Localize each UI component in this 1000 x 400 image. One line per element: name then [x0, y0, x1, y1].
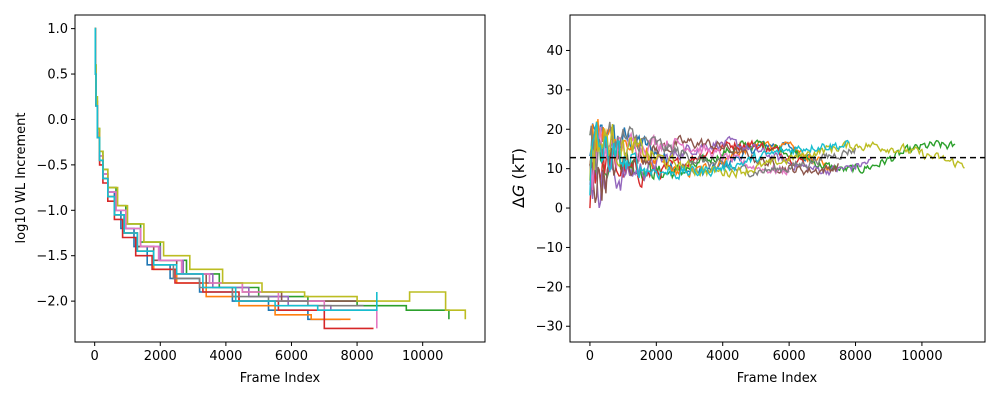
right-y-axis-label-prefix: Δ	[509, 197, 528, 208]
left-y-axis-label: log10 WL Increment	[14, 113, 29, 244]
left-y-tick-label: 0.0	[47, 113, 68, 128]
right-axes-frame	[569, 14, 986, 343]
right-y-ticks: 40 30 20 10 0 −10 −20 −30	[536, 44, 570, 335]
right-chart: 0 2000 4000 6000 8000 10000 40 30 20 10 0 −10 −20 −3…	[509, 14, 986, 386]
left-y-tick-label: −2.0	[36, 295, 68, 310]
right-series-line	[589, 121, 965, 181]
right-y-tick-label: 40	[546, 44, 563, 59]
right-x-axis-label: Frame Index	[737, 371, 818, 386]
left-series-line	[94, 27, 450, 320]
right-series-line	[589, 134, 839, 203]
right-series-line	[589, 121, 850, 196]
left-axes-frame	[74, 14, 486, 343]
left-y-tick-label: −0.5	[36, 158, 68, 173]
left-series-group	[94, 27, 467, 330]
right-y-axis-label: ΔG (kT)	[509, 148, 528, 208]
right-y-tick-label: 0	[555, 202, 563, 217]
left-x-tick-label: 0	[91, 349, 99, 364]
left-series-line	[94, 27, 378, 311]
left-x-axis-label: Frame Index	[240, 371, 321, 386]
right-x-ticks: 0 2000 4000 6000 8000 10000	[586, 342, 943, 364]
right-y-tick-label: −10	[536, 241, 563, 256]
right-y-tick-label: 20	[546, 123, 563, 138]
right-y-tick-label: −20	[536, 280, 563, 295]
left-y-tick-label: −1.0	[36, 204, 68, 219]
left-series-line	[94, 27, 377, 311]
left-y-ticks: 1.0 0.5 0.0 −0.5 −1.0 −1.5 −2.0	[36, 22, 75, 310]
left-y-tick-label: 1.0	[47, 22, 68, 37]
left-series-line	[94, 27, 377, 302]
right-y-tick-label: −30	[536, 320, 563, 335]
right-series-line	[589, 121, 857, 178]
left-y-tick-label: −1.5	[36, 249, 68, 264]
left-series-line	[94, 27, 341, 321]
right-series-line	[589, 119, 830, 179]
left-series-line	[94, 27, 467, 320]
left-chart: 0 2000 4000 6000 8000 10000 1.0 0.5 0.0 −0.5 −1.0…	[14, 14, 486, 386]
right-series-group	[589, 119, 965, 209]
left-x-tick-label: 10000	[402, 349, 443, 364]
right-x-tick-label: 0	[586, 349, 594, 364]
right-y-tick-label: 10	[546, 162, 563, 177]
left-x-tick-label: 4000	[209, 349, 242, 364]
right-x-tick-label: 6000	[773, 349, 806, 364]
left-x-tick-label: 8000	[341, 349, 374, 364]
right-x-tick-label: 2000	[640, 349, 673, 364]
right-y-axis-label-symbol: G	[509, 185, 528, 197]
left-y-tick-label: 0.5	[47, 68, 68, 83]
left-x-ticks: 0 2000 4000 6000 8000 10000	[91, 342, 443, 364]
right-y-tick-label: 30	[546, 83, 563, 98]
right-y-axis-label-unit: (kT)	[509, 148, 528, 185]
right-x-tick-label: 4000	[706, 349, 739, 364]
left-x-tick-label: 2000	[144, 349, 177, 364]
left-x-tick-label: 6000	[275, 349, 308, 364]
right-x-tick-label: 10000	[901, 349, 942, 364]
left-series-line	[94, 27, 364, 307]
right-x-tick-label: 8000	[839, 349, 872, 364]
